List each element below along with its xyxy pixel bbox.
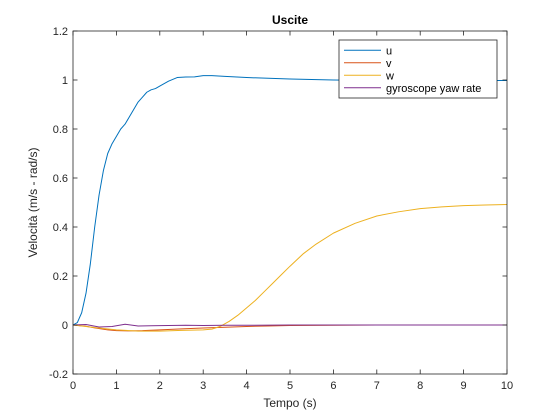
x-tick-label: 9: [461, 380, 467, 392]
legend-label-3: gyroscope yaw rate: [386, 83, 481, 95]
x-tick-label: 0: [70, 380, 76, 392]
x-tick-label: 1: [113, 380, 119, 392]
x-tick-label: 4: [244, 380, 250, 392]
legend-label-2: w: [385, 70, 394, 82]
y-tick-label: 1: [62, 75, 68, 87]
y-tick-label: 0: [62, 320, 68, 332]
y-tick-label: -0.2: [49, 369, 68, 381]
x-tick-label: 7: [374, 380, 380, 392]
legend-box: [338, 39, 498, 99]
x-tick-label: 8: [417, 380, 423, 392]
y-tick-label: 1.2: [53, 26, 68, 38]
legend-label-0: u: [386, 45, 392, 57]
y-tick-label: 0.8: [53, 124, 68, 136]
y-tick-label: 0.6: [53, 173, 68, 185]
x-tick-label: 3: [200, 380, 206, 392]
x-tick-label: 10: [501, 380, 513, 392]
legend-label-1: v: [386, 58, 392, 70]
chart-title: Uscite: [272, 13, 308, 27]
y-axis-label: Velocità (m/s - rad/s): [26, 147, 40, 257]
x-axis-label: Tempo (s): [263, 396, 316, 410]
y-tick-label: 0.2: [53, 271, 68, 283]
x-tick-label: 6: [330, 380, 336, 392]
y-tick-label: 0.4: [53, 222, 68, 234]
x-tick-label: 5: [287, 380, 293, 392]
series-line-2: [72, 203, 508, 332]
ticks-layer: 0 1 2 3 4 5 6 7 8 9 10-0.200.20.40.60.811.2: [49, 26, 513, 392]
series-line-3: [72, 323, 507, 328]
x-tick-label: 2: [157, 380, 163, 392]
